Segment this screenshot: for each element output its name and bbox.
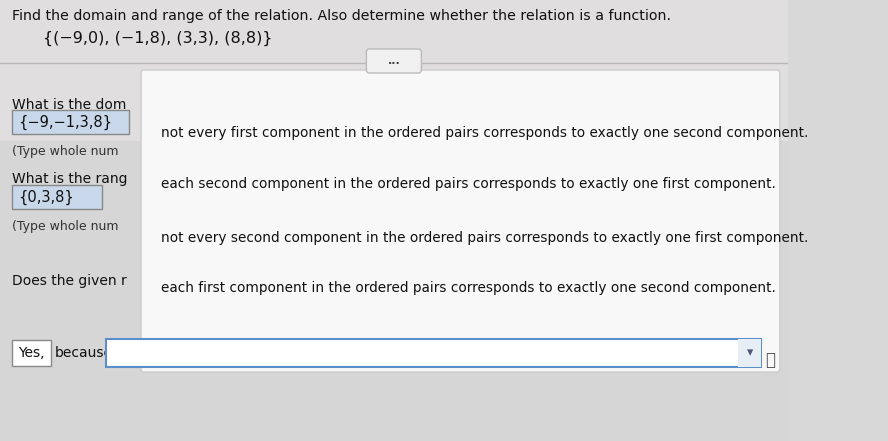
FancyBboxPatch shape xyxy=(12,110,129,134)
FancyBboxPatch shape xyxy=(738,339,761,367)
Text: Does the given r: Does the given r xyxy=(12,274,127,288)
FancyBboxPatch shape xyxy=(0,0,788,141)
Text: {(−9,0), (−1,8), (3,3), (8,8)}: {(−9,0), (−1,8), (3,3), (8,8)} xyxy=(43,31,272,46)
Text: not every first component in the ordered pairs corresponds to exactly one second: not every first component in the ordered… xyxy=(162,126,809,140)
Text: (Type whole num: (Type whole num xyxy=(12,220,119,233)
Text: 🖱: 🖱 xyxy=(765,351,774,369)
Text: each second component in the ordered pairs corresponds to exactly one first comp: each second component in the ordered pai… xyxy=(162,177,776,191)
Text: What is the rang: What is the rang xyxy=(12,172,128,186)
Text: ...: ... xyxy=(387,56,400,66)
FancyBboxPatch shape xyxy=(141,70,780,372)
FancyBboxPatch shape xyxy=(12,185,102,209)
Text: {−9,−1,3,8}: {−9,−1,3,8} xyxy=(18,114,112,130)
Text: not every second component in the ordered pairs corresponds to exactly one first: not every second component in the ordere… xyxy=(162,231,809,245)
Text: because: because xyxy=(55,346,113,360)
Text: {0,3,8}: {0,3,8} xyxy=(18,189,74,205)
FancyBboxPatch shape xyxy=(0,0,788,441)
FancyBboxPatch shape xyxy=(367,49,422,73)
FancyBboxPatch shape xyxy=(107,339,761,367)
Text: Yes,: Yes, xyxy=(18,346,44,360)
Text: What is the dom: What is the dom xyxy=(12,98,127,112)
Text: Find the domain and range of the relation. Also determine whether the relation i: Find the domain and range of the relatio… xyxy=(12,9,671,23)
Text: ▾: ▾ xyxy=(747,347,753,359)
FancyBboxPatch shape xyxy=(12,340,51,366)
Text: each first component in the ordered pairs corresponds to exactly one second comp: each first component in the ordered pair… xyxy=(162,281,776,295)
Text: (Type whole num: (Type whole num xyxy=(12,145,119,158)
